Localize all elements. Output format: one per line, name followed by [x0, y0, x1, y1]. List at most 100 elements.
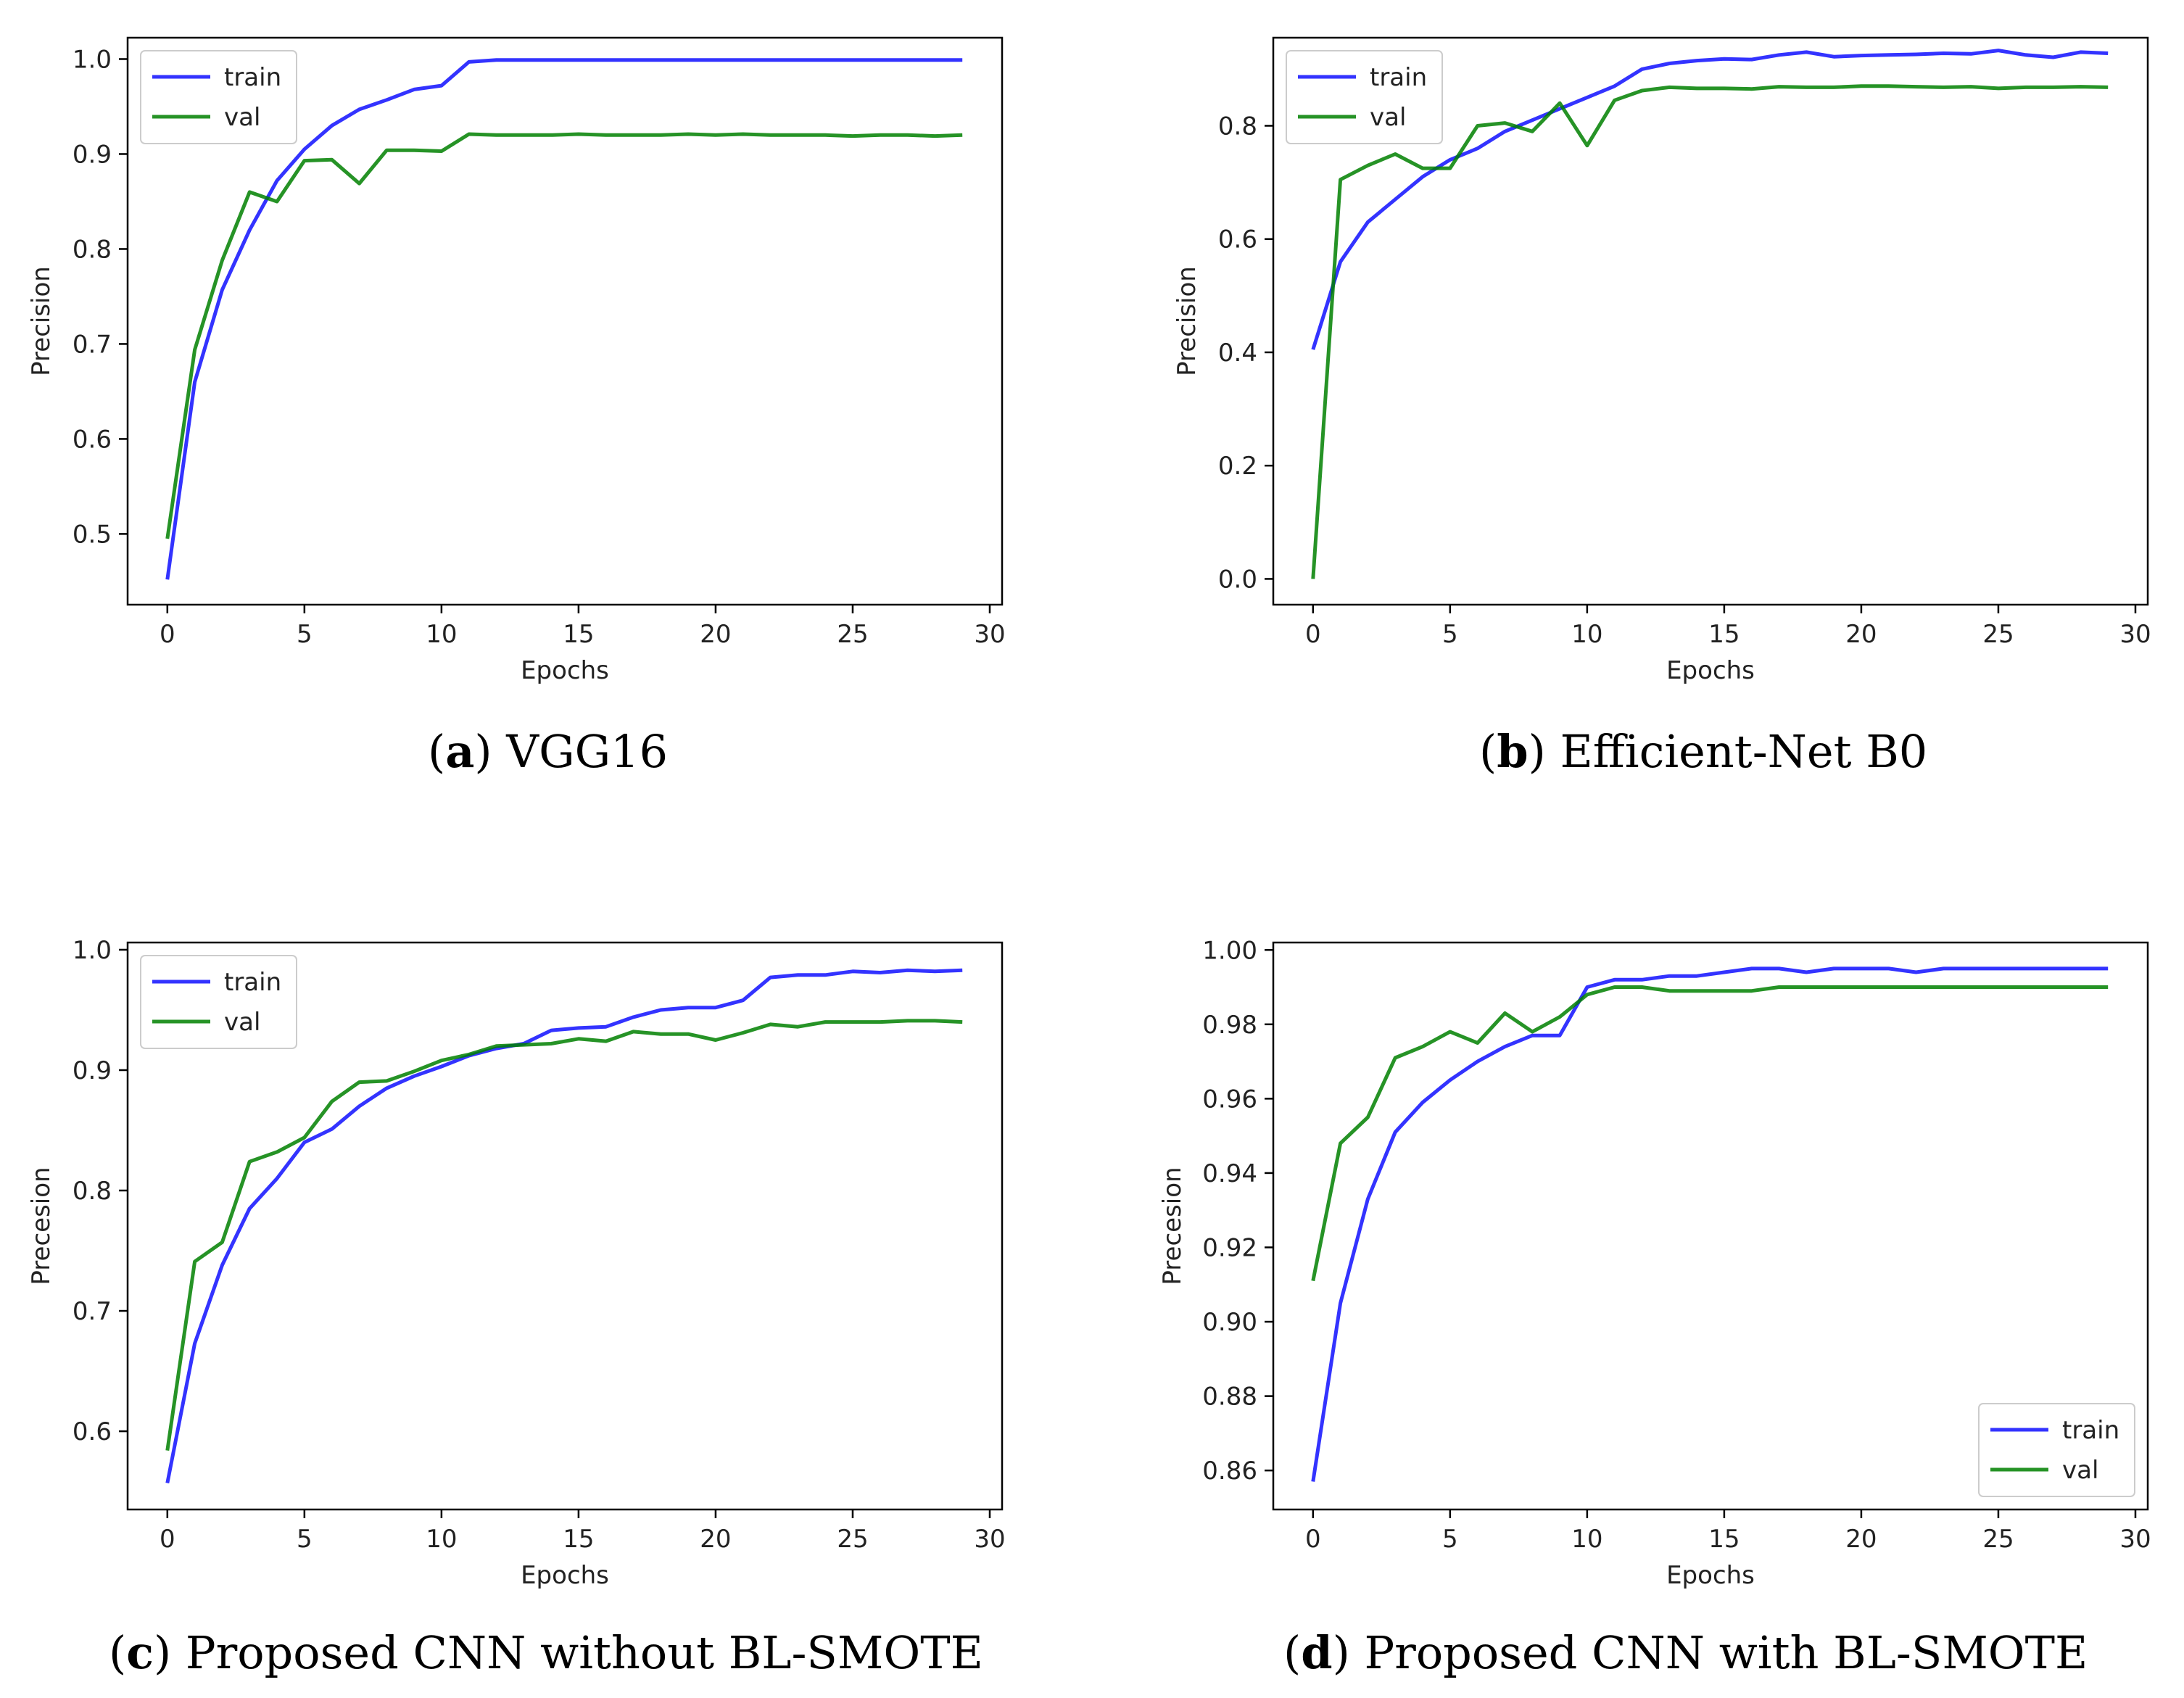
y-tick-label-d-3: 0.92 — [1202, 1233, 1257, 1262]
y-axis-label-b: Precision — [1172, 266, 1201, 376]
x-tick-label-d-15: 15 — [1708, 1525, 1740, 1554]
y-tick-label-a-2: 0.7 — [73, 330, 112, 359]
y-tick-label-a-1: 0.6 — [73, 425, 112, 454]
y-tick-label-a-0: 0.5 — [73, 520, 112, 549]
legend-label-val-a: val — [224, 103, 260, 132]
y-tick-label-d-5: 0.96 — [1202, 1085, 1257, 1114]
legend-label-train-c: train — [224, 968, 281, 997]
x-tick-label-d-25: 25 — [1982, 1525, 2014, 1554]
legend-c: train val — [140, 955, 297, 1049]
y-tick-label-d-1: 0.88 — [1202, 1383, 1257, 1412]
x-tick-label-a-5: 5 — [297, 620, 313, 649]
series-line-val-d — [1311, 985, 2109, 1282]
x-tick-label-d-10: 10 — [1571, 1525, 1602, 1554]
caption-label-b: b — [1497, 725, 1529, 778]
x-tick-label-a-10: 10 — [426, 620, 457, 649]
caption-label-c: c — [126, 1626, 154, 1679]
y-tick-label-b-1: 0.2 — [1218, 452, 1257, 481]
axes-frame-c — [126, 941, 1004, 1511]
y-tick-label-c-2: 0.8 — [73, 1177, 112, 1206]
y-tick-label-d-4: 0.94 — [1202, 1159, 1257, 1188]
x-axis-label-a: Epochs — [521, 656, 609, 685]
legend-label-train-b: train — [1370, 63, 1427, 92]
y-tick-label-d-6: 0.98 — [1202, 1011, 1257, 1040]
legend-b: train val — [1286, 50, 1443, 144]
x-tick-label-d-5: 5 — [1442, 1525, 1458, 1554]
x-axis-label-b: Epochs — [1666, 656, 1755, 685]
x-tick-label-a-15: 15 — [563, 620, 594, 649]
series-line-val-b — [1311, 84, 2109, 579]
caption-text-b: Efficient-Net B0 — [1560, 725, 1928, 778]
series-line-train-b — [1311, 49, 2109, 350]
x-tick-label-c-5: 5 — [297, 1525, 313, 1554]
legend-box-b — [1286, 50, 1443, 144]
y-axis-label-d: Precesion — [1158, 1167, 1187, 1285]
x-tick-label-a-30: 30 — [974, 620, 1005, 649]
caption-label-a: a — [445, 725, 475, 778]
y-tick-label-d-7: 1.00 — [1202, 936, 1257, 965]
legend-box-c — [140, 955, 297, 1049]
legend-box-a — [140, 50, 297, 144]
legend-d: train val — [1978, 1403, 2135, 1497]
x-tick-label-b-10: 10 — [1571, 620, 1602, 649]
x-tick-label-b-20: 20 — [1845, 620, 1877, 649]
x-tick-label-b-30: 30 — [2119, 620, 2151, 649]
y-tick-label-d-2: 0.90 — [1202, 1308, 1257, 1337]
caption-text-a: VGG16 — [506, 725, 669, 778]
x-tick-label-b-0: 0 — [1305, 620, 1321, 649]
y-tick-label-a-3: 0.8 — [73, 235, 112, 264]
chart-d: 0 5 10 15 20 25 30 0.86 0.88 0.90 0.92 0.94 0.96 0.98… — [1158, 936, 2151, 1590]
x-tick-label-d-0: 0 — [1305, 1525, 1321, 1554]
series-line-train-d — [1311, 966, 2109, 1482]
y-tick-label-c-0: 0.6 — [73, 1417, 112, 1446]
chart-b: 0 5 10 15 20 25 30 0.0 0.2 0.4 0.6 0.8 Epochs Precisi… — [1172, 36, 2151, 685]
caption-label-d: d — [1301, 1626, 1333, 1679]
x-tick-label-c-0: 0 — [160, 1525, 175, 1554]
y-tick-label-c-4: 1.0 — [73, 936, 112, 965]
chart-c: 0 5 10 15 20 25 30 0.6 0.7 0.8 0.9 1.0 Epochs Precesi… — [27, 936, 1006, 1590]
x-tick-label-a-20: 20 — [700, 620, 731, 649]
series-line-train-c — [165, 968, 963, 1483]
y-tick-label-b-2: 0.4 — [1218, 339, 1257, 368]
y-tick-label-a-5: 1.0 — [73, 45, 112, 74]
y-tick-label-c-3: 0.9 — [73, 1056, 112, 1085]
y-tick-label-b-0: 0.0 — [1218, 565, 1257, 594]
y-axis-label-a: Precision — [27, 266, 56, 376]
chart-a: 0 5 10 15 20 25 30 0.5 0.6 0.7 0.8 0.9 1.0 Epochs Prec… — [27, 36, 1006, 685]
y-tick-label-c-1: 0.7 — [73, 1297, 112, 1326]
y-axis-label-c: Precesion — [27, 1167, 56, 1285]
caption-text-c: Proposed CNN without BL-SMOTE — [185, 1626, 983, 1679]
x-axis-label-d: Epochs — [1666, 1561, 1755, 1590]
legend-label-train-d: train — [2062, 1416, 2119, 1445]
axes-frame-b — [1272, 36, 2149, 606]
series-line-val-c — [165, 1019, 963, 1451]
x-tick-label-a-0: 0 — [160, 620, 175, 649]
x-tick-label-c-10: 10 — [426, 1525, 457, 1554]
axes-frame-d — [1272, 941, 2149, 1511]
legend-box-d — [1978, 1403, 2135, 1497]
y-tick-label-a-4: 0.9 — [73, 140, 112, 169]
series-line-train-a — [165, 58, 963, 580]
x-tick-label-b-5: 5 — [1442, 620, 1458, 649]
caption-a: (a) VGG16 — [428, 725, 669, 778]
y-tick-label-d-0: 0.86 — [1202, 1457, 1257, 1486]
legend-label-val-d: val — [2062, 1456, 2098, 1485]
axes-frame-a — [126, 36, 1004, 606]
x-tick-label-c-15: 15 — [563, 1525, 594, 1554]
x-tick-label-b-25: 25 — [1982, 620, 2014, 649]
x-tick-label-c-25: 25 — [837, 1525, 868, 1554]
x-tick-label-c-20: 20 — [700, 1525, 731, 1554]
series-line-val-a — [165, 132, 963, 539]
caption-d: (d) Proposed CNN with BL-SMOTE — [1283, 1626, 2088, 1679]
legend-label-train-a: train — [224, 63, 281, 92]
caption-text-d: Proposed CNN with BL-SMOTE — [1364, 1626, 2088, 1679]
y-tick-label-b-4: 0.8 — [1218, 112, 1257, 141]
x-axis-label-c: Epochs — [521, 1561, 609, 1590]
legend-label-val-b: val — [1370, 103, 1406, 132]
caption-b: (b) Efficient-Net B0 — [1479, 725, 1928, 778]
x-tick-label-c-30: 30 — [974, 1525, 1005, 1554]
caption-c: (c) Proposed CNN without BL-SMOTE — [109, 1626, 983, 1679]
x-tick-label-d-20: 20 — [1845, 1525, 1877, 1554]
